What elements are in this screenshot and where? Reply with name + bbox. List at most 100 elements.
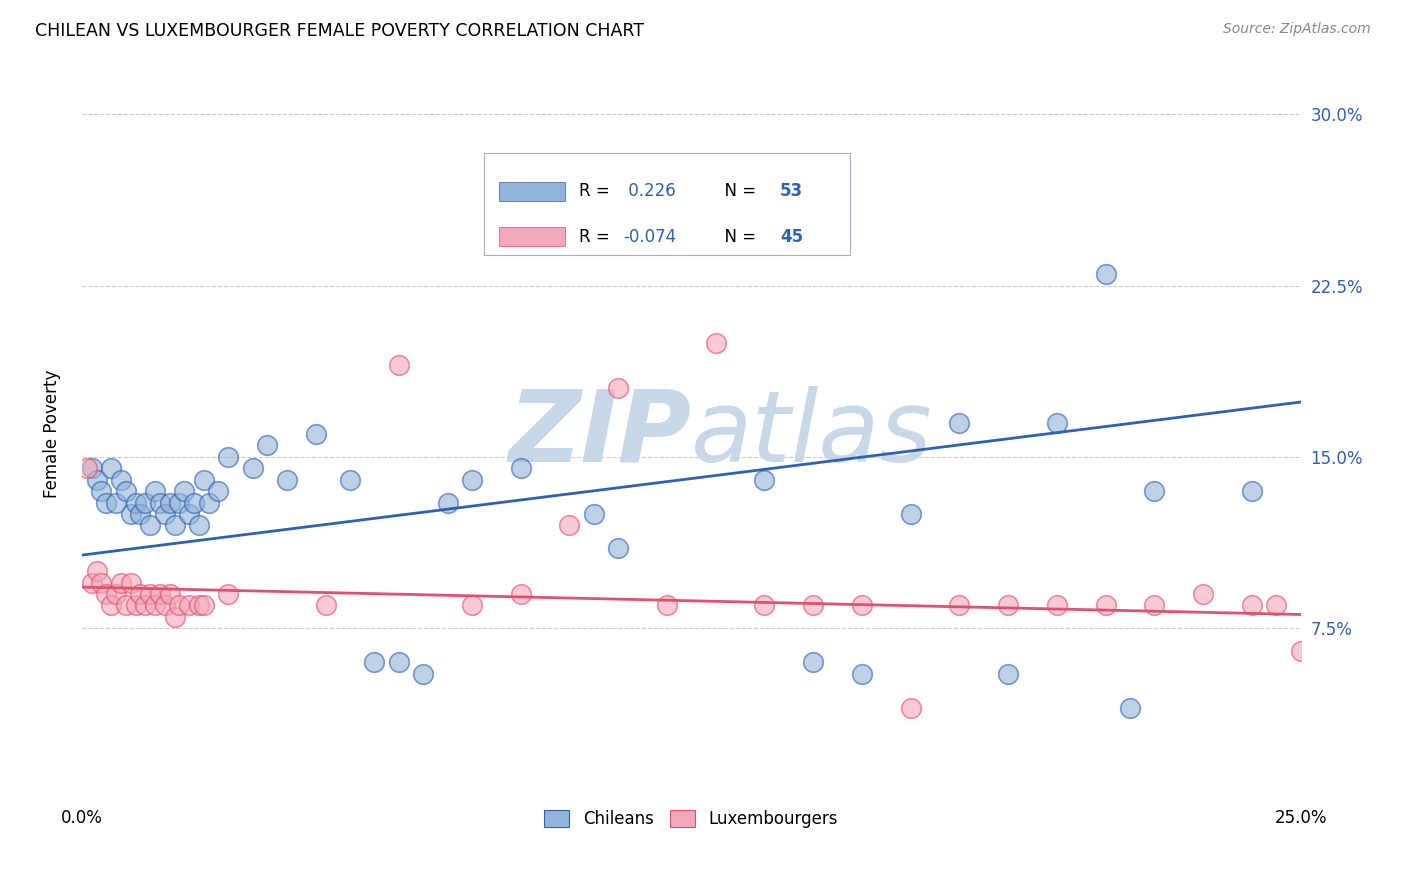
Point	[76, 461, 98, 475]
Point	[149, 495, 172, 509]
Point	[134, 599, 156, 613]
Point	[558, 164, 581, 178]
Point	[412, 666, 434, 681]
Point	[461, 473, 484, 487]
Point	[363, 656, 385, 670]
Point	[1143, 599, 1166, 613]
Point	[129, 587, 152, 601]
Point	[607, 541, 630, 556]
Point	[207, 484, 229, 499]
Point	[801, 656, 824, 670]
Point	[704, 233, 727, 247]
Point	[179, 507, 201, 521]
Point	[143, 484, 166, 499]
Y-axis label: Female Poverty: Female Poverty	[44, 370, 60, 499]
Point	[461, 599, 484, 613]
Legend: Chileans, Luxembourgers: Chileans, Luxembourgers	[537, 804, 845, 835]
Point	[1289, 644, 1312, 658]
Point	[114, 484, 136, 499]
Point	[143, 599, 166, 613]
Point	[129, 507, 152, 521]
Point	[339, 473, 361, 487]
Point	[582, 507, 605, 521]
Point	[100, 599, 122, 613]
Point	[134, 495, 156, 509]
Point	[114, 599, 136, 613]
Point	[1143, 484, 1166, 499]
Point	[754, 473, 776, 487]
Point	[242, 461, 264, 475]
Point	[86, 564, 108, 578]
Point	[217, 587, 239, 601]
Text: ZIP: ZIP	[508, 385, 692, 483]
Point	[110, 575, 132, 590]
Point	[90, 484, 112, 499]
Point	[173, 484, 195, 499]
Point	[1046, 599, 1069, 613]
Point	[96, 587, 118, 601]
Point	[315, 599, 337, 613]
Point	[105, 495, 128, 509]
Point	[120, 575, 142, 590]
Point	[1046, 416, 1069, 430]
Point	[80, 575, 103, 590]
Point	[217, 450, 239, 464]
Text: CHILEAN VS LUXEMBOURGER FEMALE POVERTY CORRELATION CHART: CHILEAN VS LUXEMBOURGER FEMALE POVERTY C…	[35, 22, 644, 40]
Point	[139, 587, 162, 601]
Point	[193, 599, 215, 613]
Point	[1192, 587, 1215, 601]
Point	[139, 518, 162, 533]
Point	[509, 461, 531, 475]
Point	[607, 381, 630, 395]
Point	[169, 495, 191, 509]
Point	[187, 518, 209, 533]
Point	[100, 461, 122, 475]
Point	[163, 518, 186, 533]
Point	[305, 427, 328, 442]
Point	[655, 599, 678, 613]
Point	[388, 656, 411, 670]
Point	[197, 495, 219, 509]
Point	[153, 599, 176, 613]
Point	[110, 473, 132, 487]
Point	[193, 473, 215, 487]
Point	[900, 507, 922, 521]
Point	[704, 335, 727, 350]
Point	[388, 359, 411, 373]
Point	[187, 599, 209, 613]
Point	[149, 587, 172, 601]
Point	[1240, 484, 1263, 499]
Point	[96, 495, 118, 509]
Text: Source: ZipAtlas.com: Source: ZipAtlas.com	[1223, 22, 1371, 37]
Point	[801, 599, 824, 613]
Point	[124, 599, 146, 613]
Point	[90, 575, 112, 590]
Point	[153, 507, 176, 521]
Point	[179, 599, 201, 613]
Point	[169, 599, 191, 613]
Point	[159, 587, 181, 601]
Point	[159, 495, 181, 509]
Point	[124, 495, 146, 509]
Point	[558, 518, 581, 533]
Point	[1119, 701, 1142, 715]
Point	[851, 599, 873, 613]
Point	[105, 587, 128, 601]
Point	[948, 599, 970, 613]
Point	[1094, 599, 1116, 613]
Point	[1265, 599, 1288, 613]
Point	[900, 701, 922, 715]
Point	[1240, 599, 1263, 613]
Point	[163, 609, 186, 624]
Point	[948, 416, 970, 430]
Point	[997, 666, 1019, 681]
Point	[1094, 267, 1116, 281]
Text: atlas: atlas	[692, 385, 932, 483]
Point	[276, 473, 298, 487]
Point	[120, 507, 142, 521]
Point	[256, 438, 278, 452]
Point	[509, 587, 531, 601]
Point	[436, 495, 458, 509]
Point	[183, 495, 205, 509]
Point	[851, 666, 873, 681]
